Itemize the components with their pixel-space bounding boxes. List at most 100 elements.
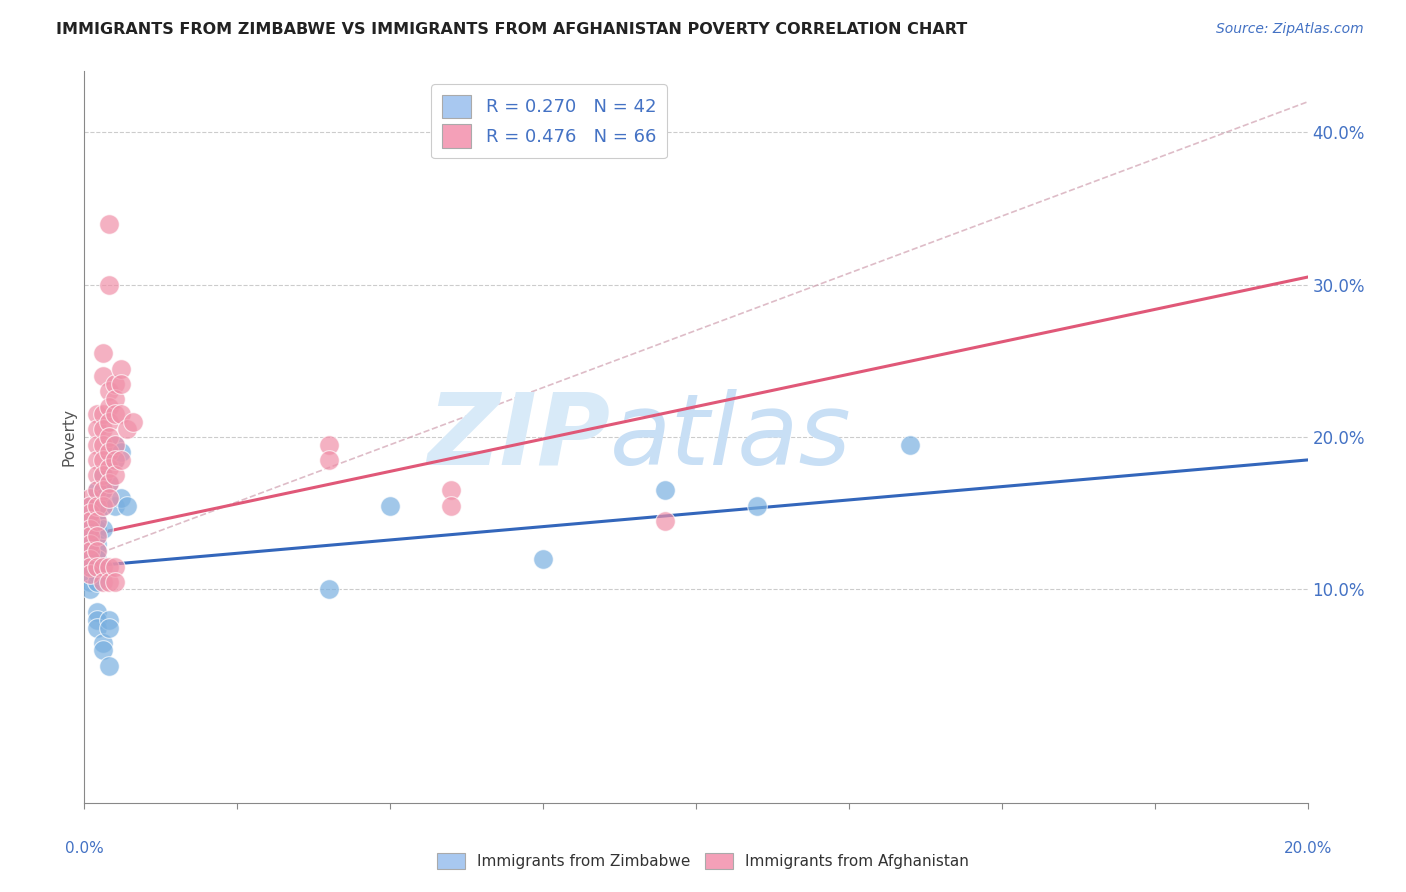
Point	[97, 400, 120, 414]
Point	[318, 582, 340, 597]
Point	[79, 567, 101, 582]
Point	[79, 537, 101, 551]
Point	[86, 537, 108, 551]
Point	[97, 460, 120, 475]
Point	[79, 559, 101, 574]
Point	[440, 499, 463, 513]
Point	[104, 438, 127, 452]
Point	[110, 361, 132, 376]
Point	[97, 217, 120, 231]
Point	[91, 643, 114, 657]
Point	[79, 537, 101, 551]
Point	[97, 277, 120, 292]
Point	[79, 529, 101, 543]
Point	[86, 483, 108, 498]
Point	[97, 475, 120, 490]
Point	[104, 407, 127, 421]
Legend: R = 0.270   N = 42, R = 0.476   N = 66: R = 0.270 N = 42, R = 0.476 N = 66	[432, 84, 666, 159]
Y-axis label: Poverty: Poverty	[60, 408, 76, 467]
Point	[79, 491, 101, 505]
Text: ZIP: ZIP	[427, 389, 610, 485]
Point	[104, 559, 127, 574]
Point	[91, 559, 114, 574]
Point	[86, 499, 108, 513]
Point	[86, 559, 108, 574]
Point	[79, 544, 101, 558]
Point	[79, 552, 101, 566]
Point	[86, 529, 108, 543]
Text: atlas: atlas	[610, 389, 852, 485]
Point	[104, 453, 127, 467]
Point	[104, 574, 127, 589]
Point	[115, 422, 138, 436]
Point	[654, 483, 676, 498]
Point	[91, 407, 114, 421]
Point	[91, 636, 114, 650]
Point	[86, 506, 108, 520]
Point	[654, 514, 676, 528]
Point	[79, 499, 101, 513]
Point	[86, 613, 108, 627]
Point	[86, 529, 108, 543]
Point	[91, 346, 114, 360]
Point	[122, 415, 145, 429]
Point	[86, 407, 108, 421]
Point	[86, 544, 108, 558]
Point	[86, 483, 108, 498]
Point	[79, 499, 101, 513]
Point	[91, 483, 114, 498]
Point	[91, 483, 114, 498]
Point	[104, 392, 127, 406]
Point	[91, 369, 114, 384]
Point	[104, 438, 127, 452]
Point	[97, 574, 120, 589]
Point	[97, 491, 120, 505]
Point	[110, 491, 132, 505]
Point	[91, 422, 114, 436]
Point	[91, 491, 114, 505]
Point	[79, 521, 101, 535]
Point	[91, 499, 114, 513]
Point	[91, 499, 114, 513]
Point	[91, 468, 114, 483]
Point	[747, 499, 769, 513]
Text: 0.0%: 0.0%	[65, 841, 104, 856]
Point	[86, 574, 108, 589]
Point	[440, 483, 463, 498]
Point	[79, 559, 101, 574]
Point	[110, 445, 132, 459]
Point	[97, 475, 120, 490]
Point	[86, 438, 108, 452]
Point	[79, 567, 101, 582]
Text: Source: ZipAtlas.com: Source: ZipAtlas.com	[1216, 22, 1364, 37]
Point	[97, 384, 120, 399]
Point	[86, 544, 108, 558]
Point	[110, 376, 132, 391]
Point	[79, 574, 101, 589]
Point	[91, 521, 114, 535]
Point	[86, 499, 108, 513]
Point	[97, 613, 120, 627]
Point	[318, 438, 340, 452]
Point	[86, 559, 108, 574]
Point	[86, 567, 108, 582]
Point	[86, 514, 108, 528]
Point	[86, 521, 108, 535]
Point	[97, 559, 120, 574]
Point	[86, 552, 108, 566]
Point	[110, 407, 132, 421]
Point	[104, 468, 127, 483]
Point	[318, 453, 340, 467]
Point	[86, 621, 108, 635]
Point	[531, 552, 554, 566]
Point	[91, 574, 114, 589]
Point	[79, 521, 101, 535]
Text: 20.0%: 20.0%	[1284, 841, 1331, 856]
Point	[898, 438, 921, 452]
Point	[97, 415, 120, 429]
Point	[86, 422, 108, 436]
Point	[79, 514, 101, 528]
Point	[91, 438, 114, 452]
Point	[97, 430, 120, 444]
Point	[79, 544, 101, 558]
